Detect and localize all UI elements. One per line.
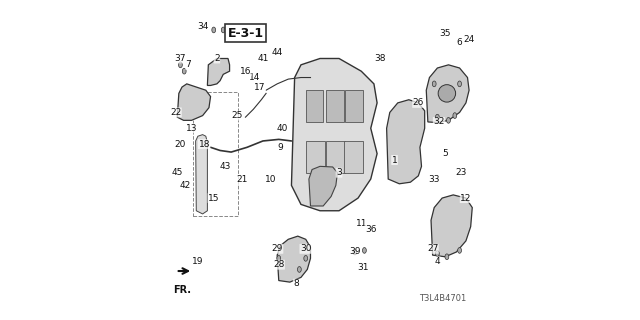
Polygon shape [207, 59, 230, 85]
Text: 31: 31 [357, 263, 369, 272]
Text: 29: 29 [271, 244, 283, 253]
Bar [344, 141, 363, 173]
Ellipse shape [458, 81, 461, 87]
Polygon shape [196, 135, 207, 214]
Text: 18: 18 [198, 140, 210, 148]
Text: 1: 1 [392, 156, 397, 164]
Text: 4: 4 [435, 257, 440, 266]
Text: 42: 42 [180, 181, 191, 190]
Ellipse shape [353, 249, 356, 255]
Text: 12: 12 [460, 194, 472, 203]
Text: 33: 33 [428, 174, 440, 184]
Text: FR.: FR. [173, 285, 191, 295]
Polygon shape [177, 84, 211, 120]
Text: 34: 34 [197, 22, 208, 31]
Ellipse shape [179, 62, 182, 68]
Ellipse shape [435, 251, 439, 256]
Ellipse shape [458, 248, 461, 253]
Text: 7: 7 [186, 60, 191, 69]
Polygon shape [277, 236, 310, 282]
Text: 38: 38 [374, 54, 386, 63]
Ellipse shape [304, 255, 308, 261]
Bar [193, 92, 237, 215]
Text: 19: 19 [192, 257, 204, 266]
Text: 11: 11 [355, 219, 367, 228]
Text: 30: 30 [300, 244, 312, 253]
Text: 28: 28 [273, 260, 284, 269]
Text: 14: 14 [250, 73, 260, 82]
Polygon shape [431, 195, 472, 257]
Polygon shape [426, 65, 469, 123]
Text: 2: 2 [214, 54, 220, 63]
Text: 26: 26 [413, 99, 424, 108]
Ellipse shape [182, 68, 186, 74]
Ellipse shape [453, 113, 457, 118]
Text: 21: 21 [237, 174, 248, 184]
Ellipse shape [445, 254, 449, 260]
Polygon shape [291, 59, 377, 211]
Text: 13: 13 [186, 124, 197, 133]
Ellipse shape [212, 27, 216, 33]
Text: T3L4B4701: T3L4B4701 [419, 294, 466, 303]
Text: 41: 41 [257, 54, 269, 63]
Text: 3: 3 [336, 168, 342, 177]
Text: 20: 20 [175, 140, 186, 148]
Text: 23: 23 [456, 168, 467, 177]
Text: 24: 24 [463, 35, 475, 44]
Text: 45: 45 [172, 168, 183, 177]
Text: 6: 6 [457, 38, 463, 47]
Text: 15: 15 [208, 194, 220, 203]
Text: 36: 36 [365, 225, 376, 234]
Text: 32: 32 [433, 117, 445, 126]
Text: 44: 44 [271, 48, 283, 57]
Ellipse shape [435, 114, 439, 120]
Text: 37: 37 [175, 54, 186, 63]
Ellipse shape [432, 81, 436, 87]
Text: 8: 8 [293, 279, 299, 288]
Polygon shape [309, 166, 337, 206]
Bar [326, 90, 344, 122]
Text: 17: 17 [254, 83, 266, 92]
Ellipse shape [277, 255, 281, 261]
Text: 43: 43 [219, 162, 230, 171]
Text: 27: 27 [427, 244, 438, 253]
Ellipse shape [362, 248, 366, 253]
Text: 22: 22 [170, 108, 181, 117]
Text: 25: 25 [232, 111, 243, 120]
Ellipse shape [438, 85, 456, 102]
Bar [326, 141, 346, 173]
Text: 9: 9 [278, 143, 284, 152]
Bar [346, 90, 363, 122]
Ellipse shape [298, 267, 301, 272]
Bar [306, 141, 324, 173]
Text: 35: 35 [440, 28, 451, 38]
Text: 10: 10 [265, 174, 276, 184]
Text: 16: 16 [240, 67, 252, 76]
Text: E-3-1: E-3-1 [227, 27, 264, 40]
Text: 40: 40 [276, 124, 287, 133]
Text: 5: 5 [442, 149, 448, 158]
Text: 39: 39 [350, 247, 361, 257]
Ellipse shape [221, 27, 225, 33]
Bar [306, 90, 323, 122]
Polygon shape [387, 100, 425, 184]
Ellipse shape [447, 117, 451, 123]
